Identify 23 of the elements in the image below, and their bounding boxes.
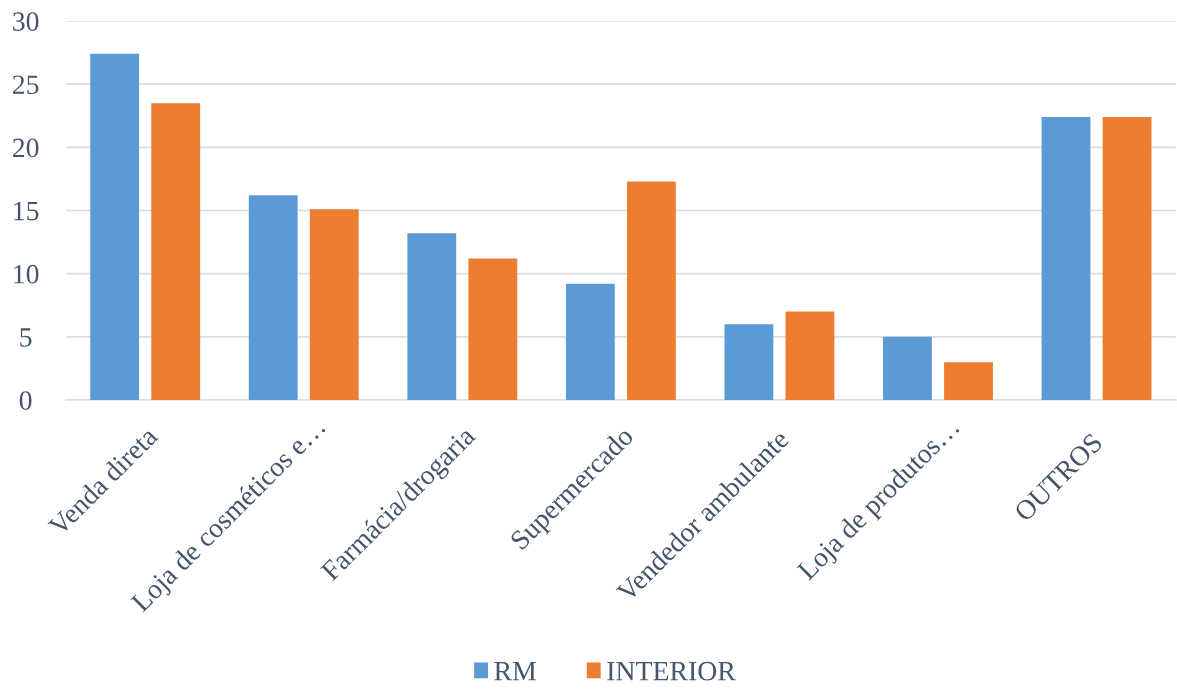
y-tick-label: 20 <box>12 138 39 158</box>
y-tick-label: 25 <box>12 75 39 95</box>
bar <box>248 195 298 401</box>
bar <box>309 209 359 401</box>
y-tick-label: 0 <box>19 391 32 410</box>
bar <box>565 283 615 401</box>
bar <box>883 336 932 401</box>
bar <box>724 324 774 401</box>
bar <box>1041 117 1091 401</box>
bar <box>407 233 457 401</box>
bar <box>944 362 993 401</box>
bar <box>1102 117 1152 401</box>
bar <box>785 311 835 401</box>
y-tick-label: 30 <box>13 12 39 31</box>
bar <box>468 258 518 401</box>
legend-label: INTERIOR <box>607 661 736 681</box>
legend-label: RM <box>494 662 536 681</box>
bar <box>90 53 140 401</box>
y-tick-label: 5 <box>20 328 32 347</box>
bar <box>626 181 676 401</box>
bar <box>151 103 201 401</box>
y-tick-label: 10 <box>14 264 39 284</box>
y-tick-label: 15 <box>14 201 39 221</box>
